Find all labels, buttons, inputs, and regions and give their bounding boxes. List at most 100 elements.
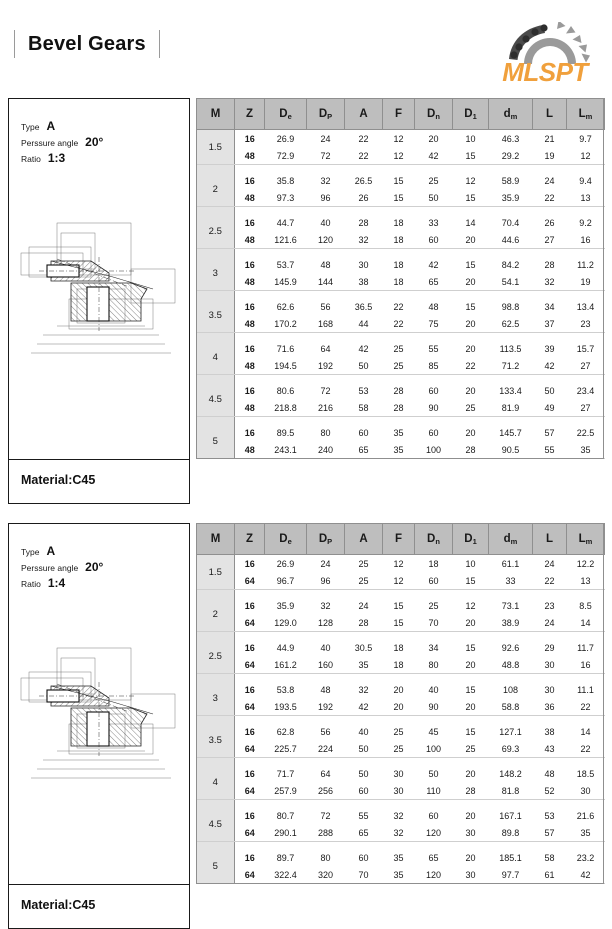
spacer-cell <box>265 249 307 257</box>
table-row: 48 243.1 240 65 35 100 28 90.5 55 35 <box>197 441 605 459</box>
dimension-cell: 20 <box>465 343 476 354</box>
module-spacer-cell <box>196 164 235 172</box>
dimension-cell: 58 <box>544 852 555 863</box>
column-header-a: A <box>344 98 383 130</box>
module-cell: 2 <box>196 597 235 632</box>
table-row: 3 16 53.8 48 32 20 40 15 108 30 11.1 <box>196 681 605 716</box>
dimension-cell: 257.9 <box>264 782 307 800</box>
module-spacer-cell <box>196 332 235 340</box>
dimension-cell: 20 <box>465 385 476 396</box>
dimension-cell: 42 <box>414 147 453 165</box>
dimension-cell: 15 <box>393 600 404 611</box>
spacer-cell <box>489 375 533 383</box>
teeth-count-cell: 48 <box>234 189 265 207</box>
dimension-cell: 64 <box>320 768 331 779</box>
spacer-cell <box>265 674 307 682</box>
teeth-count-cell: 64 <box>234 866 265 884</box>
column-header-m: M <box>196 523 235 555</box>
dimension-cell: 185.1 <box>499 852 522 863</box>
table-row: 3.5 16 62.6 56 36.5 22 48 15 98.8 34 13.4 <box>196 298 605 333</box>
spacer-cell <box>265 207 307 215</box>
spec-value-ratio: 1:3 <box>47 151 66 165</box>
spacer-cell <box>489 716 533 724</box>
dimension-cell: 65 <box>344 824 383 842</box>
column-header-l: L <box>532 523 567 555</box>
dimension-cell: 167.1 <box>499 810 522 821</box>
teeth-count-cell: 16 <box>244 558 255 569</box>
dimension-cell: 22 <box>566 698 605 716</box>
material-box: Material:C45 <box>9 459 189 503</box>
spacer-cell <box>489 417 533 425</box>
table-row: 64 129.0 128 28 15 70 20 38.9 24 14 <box>197 614 605 632</box>
dimension-cell: 23.2 <box>576 852 595 863</box>
dimension-cell: 23.4 <box>576 385 595 396</box>
dimension-cell: 24 <box>358 600 369 611</box>
dimension-cell: 49 <box>532 399 567 417</box>
column-header-dm: dm <box>488 98 533 130</box>
dimension-cell: 20 <box>382 698 415 716</box>
dimension-cell: 71.6 <box>276 343 295 354</box>
spacer-cell <box>453 249 489 257</box>
spacer-cell <box>345 842 383 850</box>
spec-label-pressure-angle: Perssure angle <box>21 138 79 148</box>
dimension-cell: 38 <box>544 726 555 737</box>
spec-label-type: Type <box>21 122 40 132</box>
module-spacer-cell <box>196 757 235 765</box>
table-row: 1.5 16 26.9 24 25 12 18 10 61.1 24 12.2 <box>196 554 605 590</box>
teeth-count-cell: 64 <box>234 698 265 716</box>
column-header-dp: DP <box>306 523 345 555</box>
dimension-cell: 15 <box>465 684 476 695</box>
dimension-cell: 58 <box>344 399 383 417</box>
dimension-cell: 127.1 <box>499 726 522 737</box>
spacer-cell <box>383 590 415 598</box>
dimension-cell: 11.7 <box>577 642 594 653</box>
dimension-cell: 50 <box>544 385 555 396</box>
spacer-cell <box>415 291 453 299</box>
group-spacer-row <box>196 631 605 640</box>
spacer-cell <box>265 716 307 724</box>
column-header-de: De <box>264 98 307 130</box>
dimension-cell: 25 <box>428 175 439 186</box>
dimension-cell: 100 <box>414 441 453 459</box>
spacer-cell <box>307 165 345 173</box>
spacer-cell <box>345 375 383 383</box>
group-spacer-row <box>196 589 605 598</box>
module-cell: 5 <box>196 849 235 884</box>
spacer-cell <box>533 758 567 766</box>
dimension-cell: 60 <box>428 810 439 821</box>
dimension-cell: 72 <box>320 385 331 396</box>
dimension-cell: 20 <box>428 133 439 144</box>
dimension-cell: 322.4 <box>264 866 307 884</box>
spacer-cell <box>453 165 489 173</box>
dimension-cell: 55 <box>532 441 567 459</box>
column-header-z: Z <box>234 98 265 130</box>
spacer-cell <box>345 758 383 766</box>
dimension-cell: 53 <box>358 385 369 396</box>
material-label: Material:C45 <box>21 473 96 487</box>
dimension-cell: 40 <box>428 684 439 695</box>
spacer-cell <box>307 249 345 257</box>
dimension-cell: 96 <box>306 189 345 207</box>
spacer-cell <box>307 716 345 724</box>
spacer-cell <box>235 758 265 766</box>
dimension-cell: 48 <box>320 259 331 270</box>
module-cell: 3 <box>196 256 235 291</box>
dimension-cell: 27 <box>566 399 605 417</box>
module-spacer-cell <box>196 841 235 849</box>
spec-list: Type A Perssure angle 20° Ratio 1:4 <box>21 544 103 592</box>
column-header-dm: dm <box>488 523 533 555</box>
dimension-cell: 110 <box>414 782 453 800</box>
spacer-cell <box>265 632 307 640</box>
group-spacer-row <box>196 757 605 766</box>
spacer-cell <box>307 291 345 299</box>
teeth-count-cell: 16 <box>244 427 255 438</box>
dimension-cell: 18 <box>393 217 404 228</box>
dimension-cell: 70 <box>344 866 383 884</box>
dimension-cell: 35 <box>393 852 404 863</box>
teeth-count-cell: 16 <box>244 217 255 228</box>
dimension-cell: 38 <box>344 273 383 291</box>
dimension-cell: 15 <box>465 726 476 737</box>
dimension-cell: 194.5 <box>264 357 307 375</box>
teeth-count-cell: 48 <box>234 441 265 459</box>
dimension-cell: 10 <box>465 133 476 144</box>
